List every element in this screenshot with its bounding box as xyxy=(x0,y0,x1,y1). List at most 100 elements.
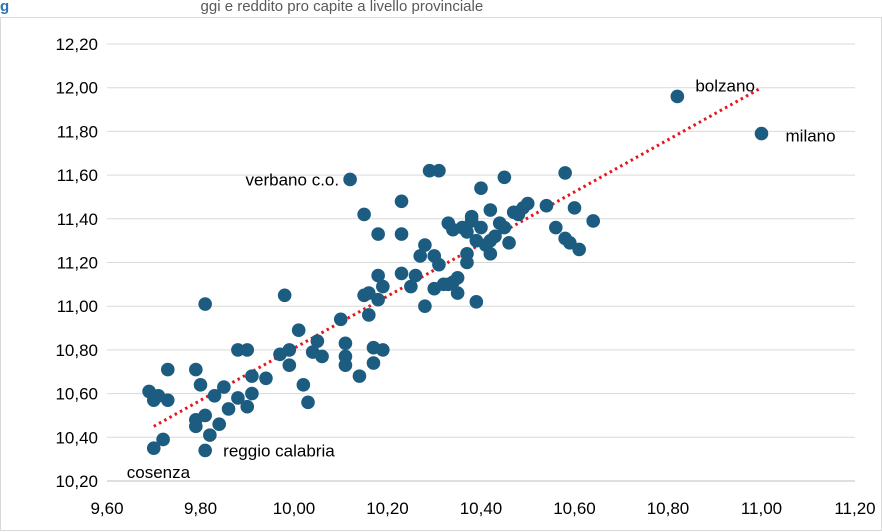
data-point xyxy=(371,268,385,283)
data-point xyxy=(245,386,259,401)
data-point xyxy=(245,369,259,383)
data-point xyxy=(343,172,357,187)
data-point xyxy=(394,227,409,241)
data-point xyxy=(376,343,390,357)
y-tick-label: 12,00 xyxy=(55,79,98,98)
data-point xyxy=(376,279,390,294)
data-point xyxy=(203,428,217,442)
data-point xyxy=(474,181,488,196)
data-point xyxy=(357,207,371,222)
x-tick-label: 11,00 xyxy=(741,499,782,518)
y-axis-tick-labels: 10,20 10,40 10,60 10,80 11,00 11,20 11,40 11,60… xyxy=(55,35,98,491)
y-tick-label: 11,80 xyxy=(57,122,98,141)
figure-label: g xyxy=(0,0,10,15)
data-point xyxy=(520,196,535,211)
y-tick-label: 11,40 xyxy=(57,210,98,229)
data-point xyxy=(483,203,498,217)
y-tick-label: 10,20 xyxy=(55,472,98,491)
y-tick-label: 10,80 xyxy=(55,341,98,360)
data-point xyxy=(301,395,315,410)
data-point xyxy=(338,358,353,372)
data-point xyxy=(189,362,203,377)
x-tick-label: 10,60 xyxy=(553,499,596,518)
data-point xyxy=(277,288,292,303)
data-point xyxy=(333,312,348,327)
data-point xyxy=(408,268,423,283)
chart-frame xyxy=(0,17,882,531)
data-point xyxy=(670,89,685,104)
data-point xyxy=(567,201,582,215)
data-point xyxy=(207,388,222,403)
data-point xyxy=(338,336,353,351)
data-point xyxy=(193,378,208,392)
data-point xyxy=(231,343,245,357)
data-point xyxy=(450,286,465,300)
data-point xyxy=(259,371,273,386)
data-point xyxy=(497,220,512,235)
y-tick-label: 11,20 xyxy=(57,254,98,273)
x-tick-label: 10,80 xyxy=(647,499,690,518)
point-annotation: cosenza xyxy=(127,463,191,482)
data-point xyxy=(422,163,437,178)
point-annotation: reggio calabria xyxy=(223,441,335,460)
caption-text: ggi e reddito pro capite a livello provi… xyxy=(200,0,484,15)
data-point xyxy=(497,170,512,185)
data-point xyxy=(754,126,769,141)
data-point xyxy=(240,343,255,357)
data-point xyxy=(217,380,231,394)
data-point xyxy=(404,279,418,294)
figure-caption: g ggi e reddito pro capite a livello pro… xyxy=(0,0,882,16)
data-point xyxy=(549,220,563,235)
x-axis-tick-labels: 9,60 9,80 10,00 10,20 10,40 10,60 10,80 11,00 11… xyxy=(90,499,875,518)
x-tick-label: 10,20 xyxy=(366,499,409,518)
x-tick-label: 9,80 xyxy=(184,499,217,518)
y-tick-label: 11,00 xyxy=(57,297,98,316)
gridlines xyxy=(107,43,855,482)
data-point xyxy=(352,369,367,383)
data-point xyxy=(212,417,226,431)
data-points xyxy=(142,89,769,458)
data-point xyxy=(432,163,446,178)
data-point xyxy=(371,292,385,307)
y-tick-label: 10,60 xyxy=(55,385,98,404)
data-point xyxy=(146,441,161,456)
y-tick-label: 10,40 xyxy=(55,428,98,447)
point-annotations: bolzano milano verbano c.o. reggio calabria… xyxy=(127,76,836,482)
data-point xyxy=(362,308,376,322)
data-point xyxy=(413,249,428,263)
data-point xyxy=(558,166,572,180)
data-point xyxy=(310,334,325,348)
data-point xyxy=(371,227,385,241)
x-tick-label: 9,60 xyxy=(90,499,123,518)
data-point xyxy=(394,266,409,281)
x-tick-label: 10,40 xyxy=(460,499,503,518)
data-point xyxy=(198,408,212,423)
point-annotation: milano xyxy=(786,127,836,146)
data-point xyxy=(198,297,212,311)
data-point xyxy=(432,257,446,272)
data-point xyxy=(282,343,297,357)
data-point xyxy=(418,299,432,314)
data-point xyxy=(460,225,474,239)
data-point xyxy=(296,378,311,392)
data-point xyxy=(231,391,245,405)
data-point xyxy=(315,349,329,364)
data-point xyxy=(189,419,203,434)
data-point xyxy=(502,236,516,250)
data-point xyxy=(450,270,465,285)
point-annotation: bolzano xyxy=(695,76,755,95)
data-point xyxy=(469,295,484,309)
data-point xyxy=(198,443,212,458)
data-point xyxy=(156,432,170,447)
data-point xyxy=(366,356,381,370)
data-point xyxy=(418,238,432,252)
data-point xyxy=(160,393,175,407)
data-point xyxy=(572,242,586,257)
data-point xyxy=(291,323,306,338)
data-point xyxy=(586,214,600,228)
data-point xyxy=(460,246,474,261)
x-tick-label: 10,00 xyxy=(273,499,316,518)
data-point xyxy=(483,246,498,261)
y-tick-label: 11,60 xyxy=(57,166,98,185)
